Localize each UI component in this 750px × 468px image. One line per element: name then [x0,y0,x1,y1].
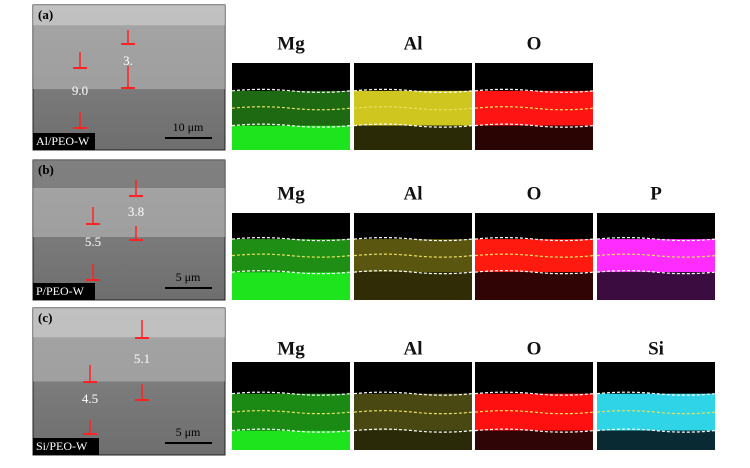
boundary-line [353,237,473,242]
boundary-line [353,270,473,275]
thickness-value: 5.1 [134,351,150,366]
boundary-line [231,106,351,111]
element-label: Mg [277,338,305,359]
map-coating [354,393,472,431]
element-label: Mg [277,183,305,204]
boundary-line [231,88,351,93]
element-label: Mg [277,33,305,54]
sample-label-bg [33,283,95,300]
boundary-line [474,106,594,111]
map-coating [597,239,715,273]
map-substrate [354,430,472,450]
boundary-line [474,391,594,396]
boundary-line [353,88,473,93]
boundary-line [231,391,351,396]
map-substrate [232,430,350,450]
map-substrate [475,125,593,150]
panel-label: (c) [38,310,52,325]
element-label: Al [404,183,423,204]
scale-bar-label: 5 μm [176,425,201,439]
element-label: O [527,338,542,359]
map-coating [354,90,472,126]
resin-layer [33,5,225,26]
map-substrate [475,430,593,450]
boundary-line [353,428,473,433]
map-substrate [475,272,593,300]
element-label: Si [648,338,664,359]
boundary-line [596,428,716,433]
boundary-line [353,253,473,258]
thickness-value: 5.5 [85,234,101,249]
boundary-line [474,428,594,433]
thickness-value: 9.0 [72,83,88,98]
boundary-line [474,237,594,242]
boundary-line [596,410,716,415]
scale-bar-label: 5 μm [176,270,201,284]
boundary-line [596,270,716,275]
boundary-line [474,88,594,93]
map-substrate [354,272,472,300]
map-coating [475,393,593,431]
boundary-line [231,270,351,275]
sample-label: Si/PEO-W [36,439,88,453]
map-coating [232,90,350,126]
thickness-value: 4.5 [82,391,98,406]
map-coating [475,239,593,273]
map-coating [354,239,472,273]
coating-layer [33,337,225,382]
boundary-line [596,237,716,242]
map-coating [232,239,350,273]
element-label: Al [404,338,423,359]
sample-label-bg [33,133,95,150]
boundary-line [474,123,594,128]
boundary-line [474,253,594,258]
map-coating [232,393,350,431]
panel-label: (b) [38,162,54,177]
map-substrate [597,430,715,450]
coating-layer [33,25,225,90]
boundary-line [353,391,473,396]
sample-label: Al/PEO-W [36,134,90,148]
element-label: Al [404,33,423,54]
resin-layer [33,308,225,338]
thickness-value: 3. [123,53,133,68]
boundary-line [231,428,351,433]
boundary-line [596,391,716,396]
map-coating [475,90,593,126]
map-substrate [354,125,472,150]
element-label: P [650,183,662,204]
sample-label-bg [33,438,99,455]
boundary-line [231,123,351,128]
sample-label: P/PEO-W [36,284,85,298]
element-label: O [527,183,542,204]
element-label: O [527,33,542,54]
resin-layer [33,160,225,188]
map-substrate [232,272,350,300]
boundary-line [353,410,473,415]
panel-label: (a) [38,7,53,22]
scale-bar-label: 10 μm [173,120,204,134]
boundary-line [596,253,716,258]
boundary-line [231,253,351,258]
map-coating [597,393,715,431]
boundary-line [231,410,351,415]
thickness-value: 3.8 [128,204,144,219]
boundary-line [474,410,594,415]
boundary-line [474,270,594,275]
boundary-line [353,123,473,128]
boundary-line [353,106,473,111]
map-substrate [597,272,715,300]
boundary-line [231,237,351,242]
map-substrate [232,125,350,150]
